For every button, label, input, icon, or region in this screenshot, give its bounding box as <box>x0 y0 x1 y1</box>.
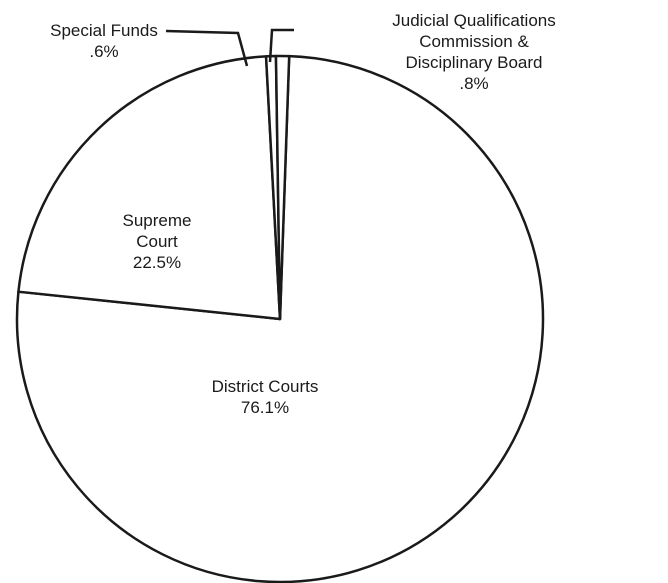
leader-line <box>165 29 249 67</box>
leader-line <box>268 28 294 63</box>
slice-label: District Courts 76.1% <box>211 377 319 417</box>
slice <box>17 55 282 321</box>
slice-label: Supreme Court 22.5% <box>122 211 192 272</box>
slice-label: Judicial Qualifications Commission & Dis… <box>392 11 556 93</box>
slice <box>274 54 291 321</box>
slice-label: Special Funds .6% <box>50 21 158 61</box>
